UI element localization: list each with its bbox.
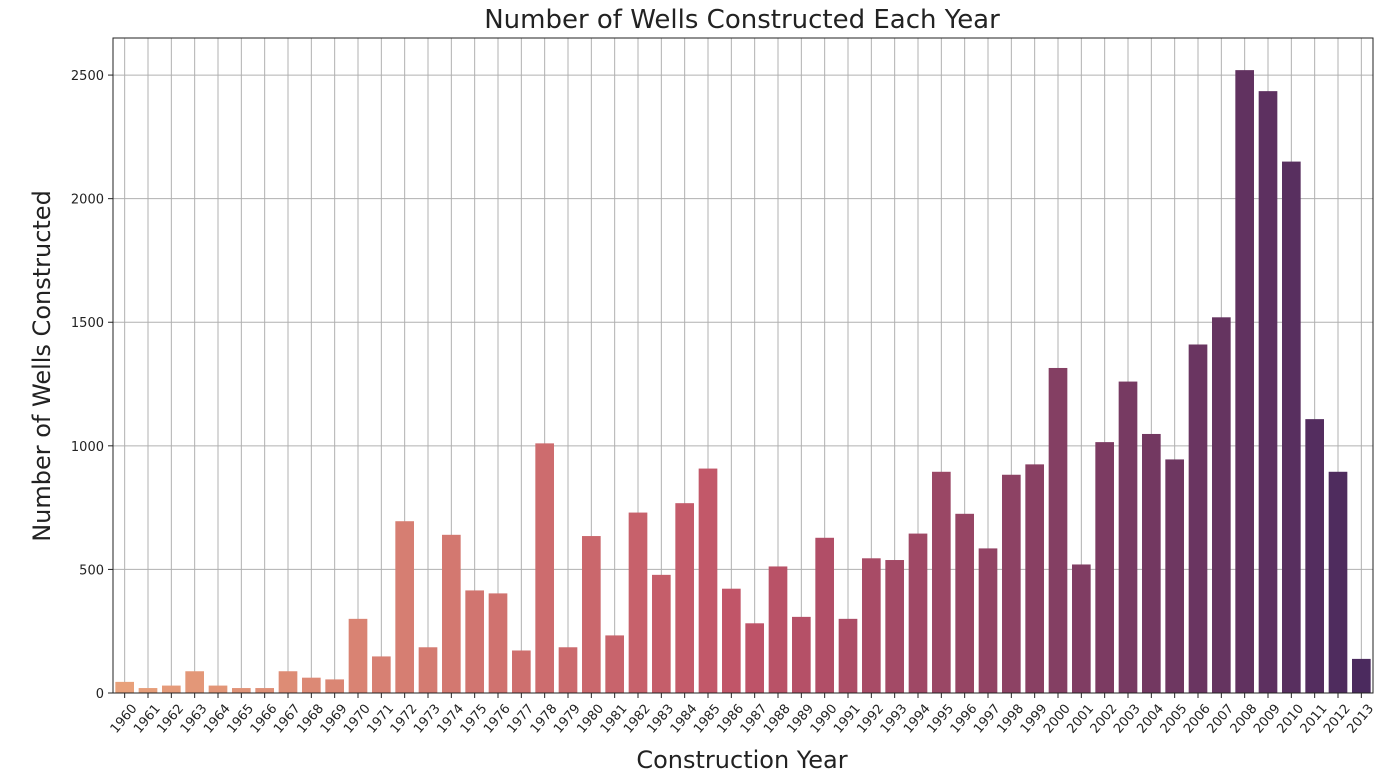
- bar-1989: [792, 616, 811, 693]
- bar-1983: [652, 574, 671, 693]
- bar-1960: [115, 681, 134, 693]
- y-tick-label: 2500: [71, 69, 104, 84]
- bar-1982: [628, 512, 648, 693]
- bar-2012: [1328, 471, 1348, 693]
- bar-1971: [372, 656, 391, 693]
- bar-2002: [1095, 442, 1114, 693]
- bar-1964: [208, 685, 228, 693]
- bar-2013: [1352, 658, 1371, 693]
- bar-2011: [1305, 419, 1324, 693]
- x-axis-label: Construction Year: [636, 746, 847, 774]
- bar-1972: [395, 521, 414, 693]
- bar-1991: [838, 618, 858, 693]
- bar-1995: [932, 471, 951, 693]
- bar-1996: [955, 513, 974, 693]
- bar-1961: [138, 688, 158, 693]
- bar-1998: [1002, 474, 1021, 693]
- bar-2004: [1142, 433, 1161, 693]
- x-tick-label: 2013: [1344, 702, 1377, 737]
- bar-1999: [1025, 464, 1044, 693]
- bar-1962: [162, 685, 181, 693]
- y-tick-label: 500: [79, 563, 104, 578]
- bar-2008: [1235, 70, 1254, 693]
- x-axis-ticks: 1960196119621963196419651966196719681969…: [108, 693, 1377, 737]
- bar-2009: [1258, 91, 1278, 694]
- bars: [115, 70, 1371, 694]
- bar-1987: [745, 623, 764, 693]
- plot-frame: [112, 37, 1374, 694]
- bar-1984: [675, 503, 694, 693]
- bar-1990: [815, 537, 834, 693]
- y-tick-label: 2000: [71, 193, 104, 208]
- bar-1980: [582, 536, 601, 693]
- bar-1970: [348, 618, 368, 693]
- bar-1968: [302, 677, 321, 693]
- y-axis-ticks: 0 500 1000 1500 2000 2500: [71, 69, 113, 702]
- bar-2007: [1212, 317, 1231, 693]
- bar-1977: [512, 650, 531, 693]
- bar-1973: [418, 647, 438, 693]
- bar-1974: [442, 534, 461, 693]
- bar-1976: [488, 593, 508, 693]
- y-tick-label: 1000: [71, 440, 104, 455]
- bar-1975: [465, 590, 484, 693]
- bar-1963: [185, 671, 204, 693]
- bar-1967: [278, 671, 298, 693]
- bar-1969: [325, 679, 344, 693]
- bar-1988: [768, 566, 788, 693]
- bar-1997: [978, 548, 998, 693]
- y-axis-label: Number of Wells Constructed: [28, 190, 56, 542]
- chart-title: Number of Wells Constructed Each Year: [484, 5, 1000, 35]
- bar-1993: [885, 560, 904, 693]
- bar-1966: [255, 688, 274, 693]
- bar-2005: [1165, 459, 1184, 693]
- bar-2010: [1282, 161, 1301, 693]
- bar-1992: [862, 558, 881, 693]
- bar-1979: [558, 647, 578, 693]
- bar-1965: [232, 688, 251, 693]
- bar-2006: [1188, 344, 1208, 693]
- bar-1994: [908, 533, 928, 693]
- bar-2000: [1048, 367, 1068, 693]
- bar-1981: [605, 635, 624, 693]
- bar-2001: [1072, 564, 1091, 693]
- y-tick-label: 1500: [71, 316, 104, 331]
- y-tick-label: 0: [96, 687, 104, 702]
- bar-2003: [1118, 381, 1138, 693]
- bar-1985: [698, 468, 718, 693]
- bar-1978: [535, 443, 554, 693]
- bar-1986: [722, 588, 741, 693]
